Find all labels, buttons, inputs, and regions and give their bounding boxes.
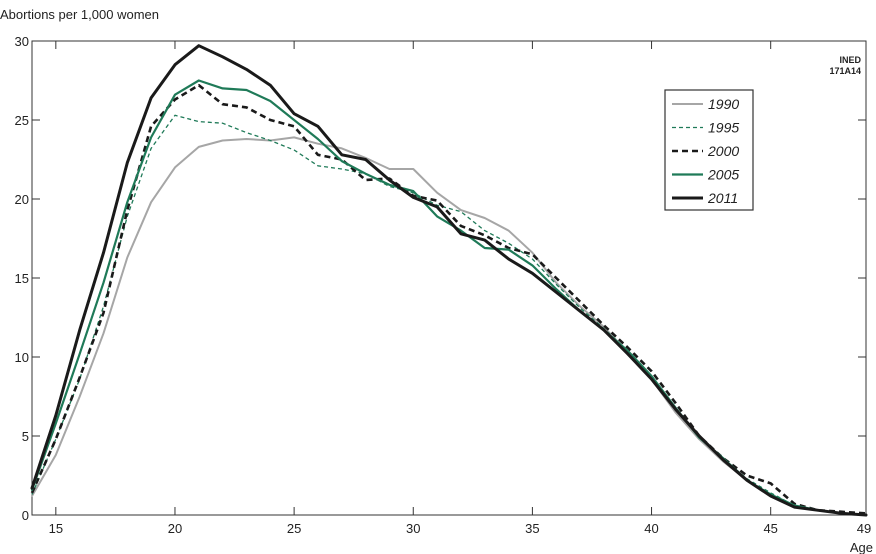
series-layer [30, 44, 868, 517]
source-note-line-1: INED [839, 55, 861, 65]
x-axis: 15 20 25 30 35 40 45 49 [49, 41, 871, 536]
y-axis-title: Abortions per 1,000 women [0, 7, 159, 22]
x-tick-label: 20 [168, 521, 182, 536]
y-tick-label: 25 [15, 113, 29, 128]
legend-label-2005: 2005 [707, 167, 739, 183]
y-tick-label: 20 [15, 192, 29, 207]
legend-label-1995: 1995 [708, 120, 739, 136]
legend-label-1990: 1990 [708, 96, 739, 112]
y-tick-label: 15 [15, 271, 29, 286]
series-line-2011 [30, 44, 868, 517]
y-axis: 0 5 10 15 20 25 30 [15, 34, 866, 523]
x-tick-label: 35 [525, 521, 539, 536]
y-tick-label: 0 [22, 508, 29, 523]
x-tick-label: 25 [287, 521, 301, 536]
x-tick-label: 45 [763, 521, 777, 536]
legend-label-2011: 2011 [707, 190, 738, 206]
legend-label-2000: 2000 [707, 143, 739, 159]
legend-box [664, 89, 754, 211]
y-tick-label: 30 [15, 34, 29, 49]
x-tick-label: 49 [857, 521, 871, 536]
y-tick-label: 10 [15, 350, 29, 365]
legend: 1990 1995 2000 2005 2011 [664, 89, 754, 211]
x-axis-title: Age [850, 540, 873, 554]
x-tick-label: 40 [644, 521, 658, 536]
source-note: INED 171A14 [829, 55, 861, 76]
x-tick-label: 15 [49, 521, 63, 536]
source-note-line-2: 171A14 [829, 66, 861, 76]
y-tick-label: 5 [22, 429, 29, 444]
x-tick-label: 30 [406, 521, 420, 536]
